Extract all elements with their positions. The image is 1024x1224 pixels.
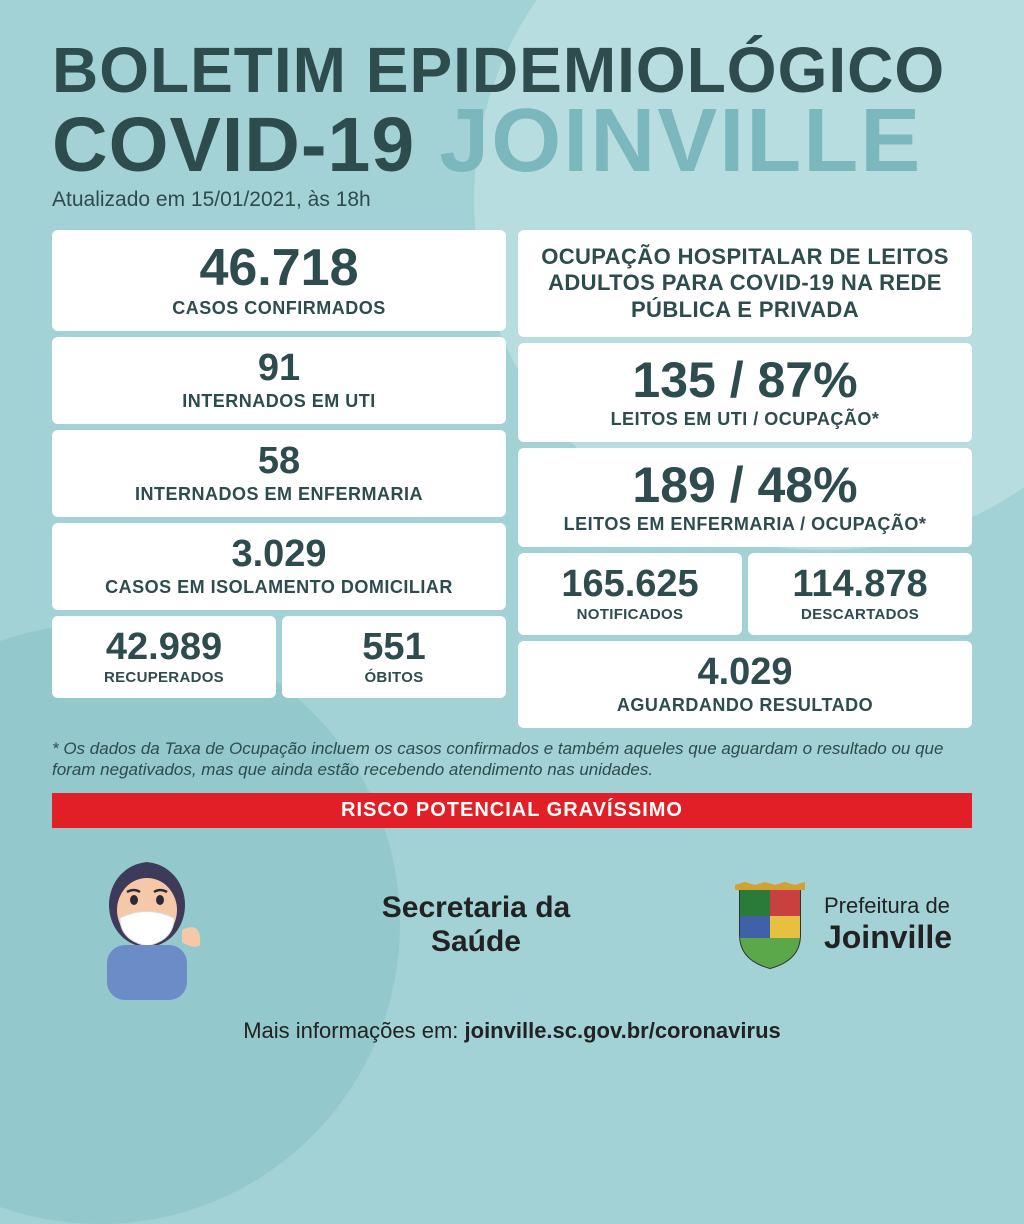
title-city: JOINVILLE <box>439 101 922 182</box>
footer: Secretaria da Saúde Prefeitura de Joinvi… <box>52 850 972 1000</box>
discarded-value: 114.878 <box>758 565 962 603</box>
risk-bar: RISCO POTENCIAL GRAVÍSSIMO <box>52 793 972 828</box>
card-hospital-title: OCUPAÇÃO HOSPITALAR DE LEITOS ADULTOS PA… <box>518 230 972 337</box>
mask-person-icon <box>72 850 222 1000</box>
card-ward-beds: 189 / 48% LEITOS EM ENFERMARIA / OCUPAÇÃ… <box>518 448 972 547</box>
icu-value: 91 <box>62 349 496 387</box>
card-discarded: 114.878 DESCARTADOS <box>748 553 972 635</box>
secretariat-block: Secretaria da Saúde <box>382 891 570 959</box>
prefecture-block: Prefeitura de Joinville <box>730 880 952 970</box>
notified-label: NOTIFICADOS <box>528 606 732 623</box>
recovered-label: RECUPERADOS <box>62 669 266 686</box>
secretariat-line-1: Secretaria da <box>382 891 570 925</box>
stats-grid: 46.718 CASOS CONFIRMADOS 91 INTERNADOS E… <box>52 230 972 728</box>
updated-timestamp: Atualizado em 15/01/2021, às 18h <box>52 188 972 212</box>
card-recovered: 42.989 RECUPERADOS <box>52 616 276 698</box>
card-awaiting: 4.029 AGUARDANDO RESULTADO <box>518 641 972 728</box>
more-info-url: joinville.sc.gov.br/coronavirus <box>465 1018 781 1043</box>
more-info: Mais informações em: joinville.sc.gov.br… <box>52 1018 972 1044</box>
awaiting-value: 4.029 <box>528 653 962 691</box>
card-isolation: 3.029 CASOS EM ISOLAMENTO DOMICILIAR <box>52 523 506 610</box>
hospital-title: OCUPAÇÃO HOSPITALAR DE LEITOS ADULTOS PA… <box>538 244 952 323</box>
icu-beds-label: LEITOS EM UTI / OCUPAÇÃO* <box>528 409 962 430</box>
isolation-value: 3.029 <box>62 535 496 573</box>
card-deaths: 551 ÓBITOS <box>282 616 506 698</box>
ward-label: INTERNADOS EM ENFERMARIA <box>62 484 496 505</box>
ward-value: 58 <box>62 442 496 480</box>
confirmed-label: CASOS CONFIRMADOS <box>62 298 496 319</box>
isolation-label: CASOS EM ISOLAMENTO DOMICILIAR <box>62 577 496 598</box>
awaiting-label: AGUARDANDO RESULTADO <box>528 695 962 716</box>
prefecture-line-1: Prefeitura de <box>824 893 952 919</box>
title-line-2: COVID-19 <box>52 109 415 182</box>
deaths-label: ÓBITOS <box>292 669 496 686</box>
left-column: 46.718 CASOS CONFIRMADOS 91 INTERNADOS E… <box>52 230 506 728</box>
icu-beds-value: 135 / 87% <box>528 355 962 405</box>
card-confirmed: 46.718 CASOS CONFIRMADOS <box>52 230 506 331</box>
ward-beds-label: LEITOS EM ENFERMARIA / OCUPAÇÃO* <box>528 514 962 535</box>
prefecture-line-2: Joinville <box>824 919 952 956</box>
header-block: BOLETIM EPIDEMIOLÓGICO COVID-19 JOINVILL… <box>52 40 972 212</box>
city-crest-icon <box>730 880 810 970</box>
icu-label: INTERNADOS EM UTI <box>62 391 496 412</box>
secretariat-line-2: Saúde <box>382 925 570 959</box>
ward-beds-value: 189 / 48% <box>528 460 962 510</box>
deaths-value: 551 <box>292 628 496 666</box>
more-info-prefix: Mais informações em: <box>243 1018 464 1043</box>
right-column: OCUPAÇÃO HOSPITALAR DE LEITOS ADULTOS PA… <box>518 230 972 728</box>
card-icu: 91 INTERNADOS EM UTI <box>52 337 506 424</box>
card-notified: 165.625 NOTIFICADOS <box>518 553 742 635</box>
notified-value: 165.625 <box>528 565 732 603</box>
confirmed-value: 46.718 <box>62 242 496 294</box>
footnote: * Os dados da Taxa de Ocupação incluem o… <box>52 738 972 781</box>
discarded-label: DESCARTADOS <box>758 606 962 623</box>
card-icu-beds: 135 / 87% LEITOS EM UTI / OCUPAÇÃO* <box>518 343 972 442</box>
card-ward: 58 INTERNADOS EM ENFERMARIA <box>52 430 506 517</box>
recovered-value: 42.989 <box>62 628 266 666</box>
